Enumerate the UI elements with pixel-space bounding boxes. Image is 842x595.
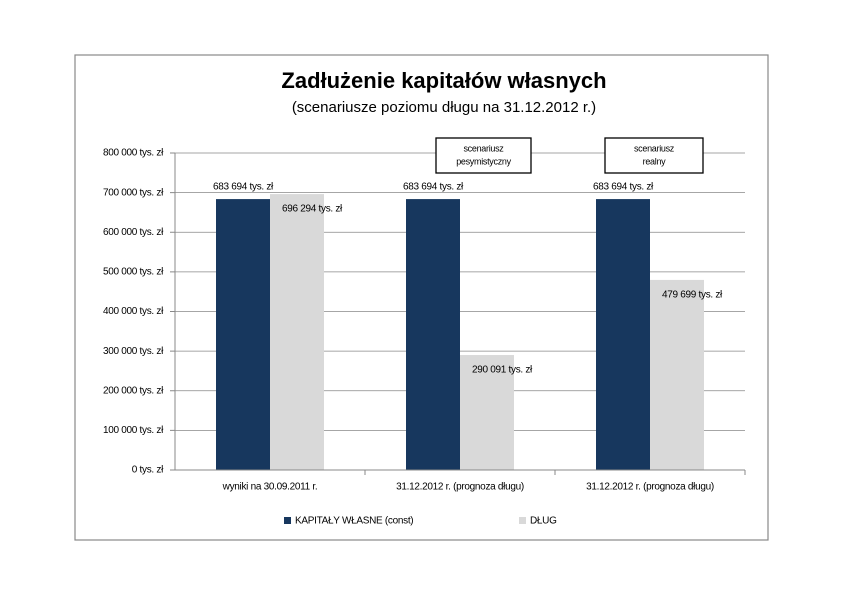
chart-subtitle: (scenariusze poziomu długu na 31.12.2012… <box>292 99 596 116</box>
data-label: 290 091 tys. zł <box>472 365 533 376</box>
annotation-text: scenariusz <box>463 143 504 153</box>
y-tick-label: 300 000 tys. zł <box>103 346 164 357</box>
legend-swatch <box>519 517 526 524</box>
x-tick-label: wyniki na 30.09.2011 r. <box>222 482 318 493</box>
data-label: 696 294 tys. zł <box>282 204 343 215</box>
y-tick-label: 0 tys. zł <box>132 465 164 476</box>
y-tick-label: 700 000 tys. zł <box>103 187 164 198</box>
annotation-text: realny <box>643 156 667 166</box>
bar <box>270 194 324 470</box>
x-tick-label: 31.12.2012 r. (prognoza długu) <box>586 482 714 493</box>
legend-swatch <box>284 517 291 524</box>
x-tick-label: 31.12.2012 r. (prognoza długu) <box>396 482 524 493</box>
y-tick-label: 500 000 tys. zł <box>103 267 164 278</box>
bar <box>596 199 650 471</box>
bar <box>460 355 514 470</box>
y-tick-label: 100 000 tys. zł <box>103 425 164 436</box>
legend-label: KAPITAŁY WŁASNE (const) <box>295 516 413 527</box>
bar <box>650 279 704 470</box>
annotation-text: scenariusz <box>634 143 675 153</box>
y-tick-label: 200 000 tys. zł <box>103 385 164 396</box>
bar <box>406 199 460 471</box>
annotation-box <box>604 137 704 174</box>
data-label: 683 694 tys. zł <box>213 182 274 193</box>
legend-label: DŁUG <box>530 516 557 527</box>
annotation-text: pesymistyczny <box>456 156 511 166</box>
data-label: 683 694 tys. zł <box>403 182 464 193</box>
annotation-box <box>435 137 532 174</box>
y-tick-label: 400 000 tys. zł <box>103 306 164 317</box>
bar <box>216 199 270 471</box>
y-tick-label: 600 000 tys. zł <box>103 227 164 238</box>
data-label: 479 699 tys. zł <box>662 290 723 301</box>
chart-title: Zadłużenie kapitałów własnych <box>281 68 606 93</box>
data-label: 683 694 tys. zł <box>593 182 654 193</box>
y-tick-label: 800 000 tys. zł <box>103 148 164 159</box>
